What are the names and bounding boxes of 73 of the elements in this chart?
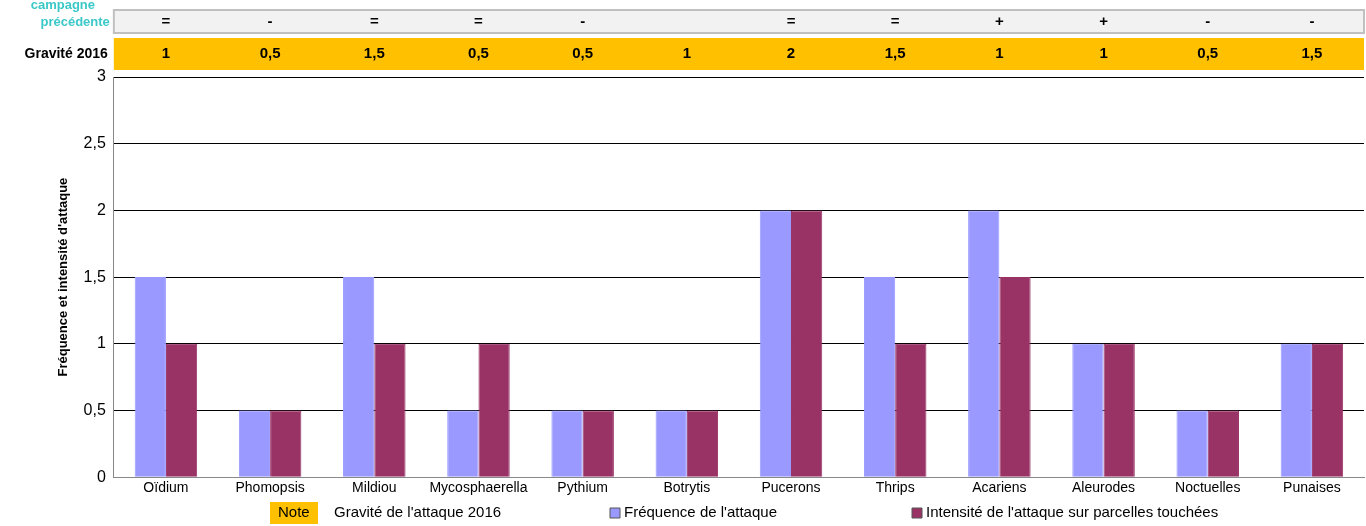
- text: -: [1205, 12, 1211, 30]
- legend-label: Fréquence de l'attaque: [624, 503, 777, 521]
- y-tick-label: 1: [96, 334, 106, 352]
- x-tick-label: Pythium: [557, 479, 608, 496]
- text: 0,5: [259, 44, 281, 62]
- bar: [1311, 343, 1344, 477]
- legend-label: Intensité de l'attaque sur parcelles touchées: [926, 503, 1219, 521]
- bar: [270, 410, 302, 477]
- bar: [968, 210, 1000, 477]
- x-tick-label: Pucerons: [761, 479, 821, 496]
- text: +: [1099, 12, 1109, 30]
- text: 0,5: [572, 44, 594, 62]
- text: =: [161, 12, 171, 30]
- x-tick-label: Aleurodes: [1072, 479, 1136, 496]
- bar: [447, 410, 479, 477]
- text: 1: [682, 44, 691, 62]
- x-tick-label: Acariens: [972, 479, 1027, 496]
- bar: [238, 410, 271, 477]
- text: 1,5: [1301, 44, 1323, 62]
- text: 1: [161, 44, 171, 62]
- x-tick-label: Thrips: [875, 479, 915, 496]
- text: -: [580, 12, 586, 30]
- text: 0,5: [468, 44, 489, 62]
- bar: [1207, 410, 1239, 477]
- text: Note: [278, 503, 310, 521]
- bar: [895, 343, 927, 477]
- bar: [551, 410, 583, 477]
- bar: [686, 410, 719, 477]
- text: =: [890, 12, 900, 30]
- text: -: [267, 12, 273, 30]
- bar: [343, 277, 375, 477]
- y-axis-title: Fréquence et intensité d'attaque: [55, 177, 71, 377]
- bar: [1176, 410, 1208, 477]
- text: Gravité 2016: [24, 44, 109, 61]
- bar: [1280, 343, 1312, 477]
- y-tick-label: 2,5: [83, 134, 106, 152]
- text: 1,5: [884, 44, 906, 62]
- x-tick-label: Botrytis: [663, 479, 711, 496]
- y-tick-label: 0,5: [83, 400, 106, 418]
- bar: [134, 277, 166, 477]
- bar: [1103, 343, 1135, 477]
- y-tick-label: 3: [96, 67, 106, 85]
- text: campagne précédente: [30, 0, 110, 29]
- bar: [863, 277, 896, 477]
- bar: [374, 343, 406, 477]
- text: 1: [1099, 44, 1108, 62]
- x-tick-label: Oïdium: [143, 479, 189, 496]
- text: -: [1309, 12, 1315, 30]
- text: +: [994, 12, 1004, 30]
- bar: [791, 210, 823, 477]
- bar: [759, 210, 792, 477]
- text: Gravité de l'attaque 2016: [334, 503, 502, 521]
- x-tick-label: Noctuelles: [1175, 479, 1241, 496]
- x-tick-label: Mycosphaerella: [429, 479, 528, 496]
- text: 0,5: [1197, 44, 1219, 62]
- x-tick-label: Punaises: [1283, 479, 1341, 496]
- bar: [999, 277, 1031, 477]
- text: 2: [786, 44, 796, 62]
- y-tick-label: 1,5: [83, 267, 106, 285]
- text: 1: [995, 44, 1004, 62]
- text: =: [474, 12, 484, 30]
- text: =: [369, 12, 379, 30]
- x-tick-label: Phomopsis: [235, 479, 305, 496]
- bar: [165, 343, 198, 477]
- bar: [478, 343, 510, 477]
- text: =: [786, 12, 796, 30]
- bar: [1072, 343, 1104, 477]
- bar: [655, 410, 687, 477]
- y-tick-label: 2: [96, 200, 106, 218]
- text: 1,5: [363, 44, 385, 62]
- y-tick-label: 0: [96, 467, 106, 485]
- x-tick-label: Mildiou: [352, 479, 397, 496]
- bar: [582, 410, 614, 477]
